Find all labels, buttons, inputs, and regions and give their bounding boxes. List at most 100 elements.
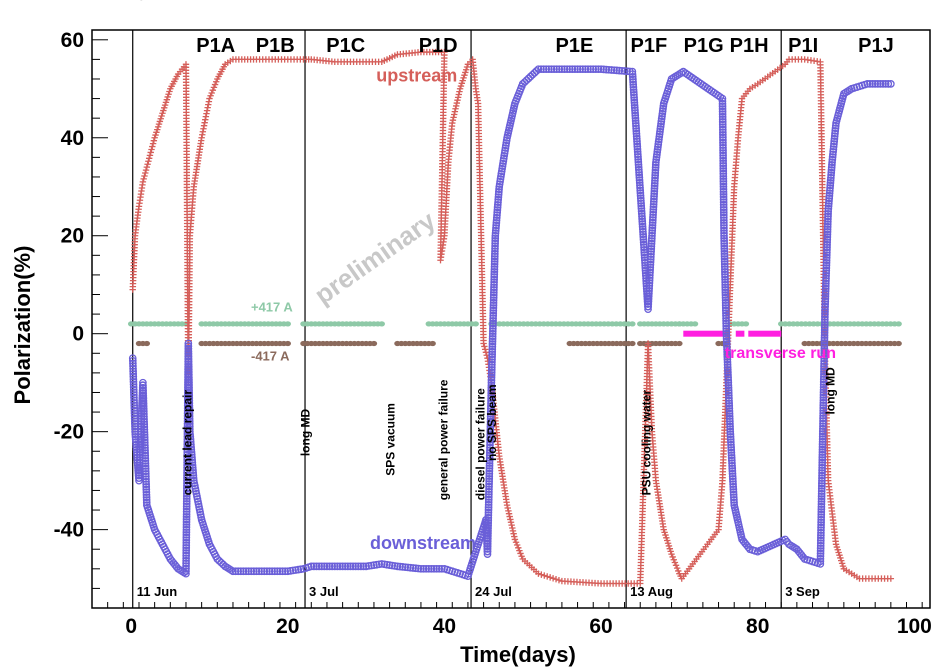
downstream-point — [720, 262, 729, 271]
upstream-point — [454, 94, 462, 101]
downstream-point — [720, 249, 729, 258]
downstream-point — [819, 406, 828, 415]
downstream-point — [484, 493, 493, 501]
upstream-point — [552, 576, 560, 583]
period-label: P1D — [419, 35, 458, 57]
downstream-point — [494, 198, 502, 207]
downstream-point — [830, 132, 839, 140]
downstream-point — [182, 546, 191, 555]
downstream-point — [437, 564, 446, 573]
downstream-point — [182, 500, 191, 508]
upstream-point — [208, 89, 215, 97]
upstream-point — [206, 95, 213, 102]
downstream-point — [182, 564, 190, 573]
downstream-point — [637, 202, 646, 210]
downstream-point — [485, 485, 493, 494]
downstream-point — [721, 280, 730, 289]
downstream-point — [718, 94, 727, 103]
downstream-point — [821, 287, 830, 296]
downstream-point — [821, 282, 830, 290]
downstream-point — [320, 562, 329, 571]
downstream-point — [182, 510, 191, 519]
downstream-point — [487, 386, 496, 395]
downstream-point — [718, 125, 727, 134]
downstream-point — [724, 373, 732, 382]
downstream-point — [646, 258, 655, 266]
downstream-point — [139, 404, 148, 413]
downstream-point — [719, 159, 728, 168]
period-label: P1F — [630, 35, 667, 57]
downstream-point — [419, 564, 428, 573]
downstream-point — [720, 231, 728, 240]
downstream-point — [491, 229, 500, 238]
downstream-point — [719, 169, 728, 178]
downstream-point — [819, 380, 828, 389]
downstream-point — [229, 567, 237, 576]
downstream-point — [881, 80, 890, 88]
downstream-point — [494, 190, 503, 199]
downstream-point — [485, 474, 494, 483]
downstream-point — [879, 80, 887, 88]
upstream-point — [146, 152, 154, 159]
downstream-point — [488, 332, 497, 341]
downstream-point — [823, 220, 832, 228]
downstream-point — [723, 363, 732, 372]
downstream-point — [637, 207, 646, 215]
downstream-point — [721, 306, 730, 315]
downstream-point — [824, 212, 832, 221]
downstream-point — [142, 490, 151, 499]
event-annotation: climatization — [133, 0, 147, 1]
downstream-point — [140, 430, 149, 439]
plus417-point — [472, 321, 479, 327]
downstream-point — [487, 365, 496, 374]
downstream-point — [720, 226, 728, 235]
downstream-point — [489, 296, 498, 305]
downstream-point — [273, 567, 282, 576]
downstream-point — [491, 249, 499, 258]
downstream-point — [718, 99, 727, 108]
downstream-point — [427, 564, 436, 573]
downstream-point — [628, 72, 637, 81]
downstream-point — [257, 567, 266, 576]
downstream-point — [644, 300, 653, 308]
downstream-point — [630, 98, 639, 107]
downstream-point — [630, 91, 638, 99]
downstream-point — [486, 412, 495, 421]
downstream-point — [139, 389, 148, 397]
y-tick-label: 20 — [61, 225, 84, 248]
downstream-point — [721, 283, 730, 292]
downstream-point — [644, 302, 653, 311]
downstream-point — [484, 529, 492, 538]
downstream-point — [640, 245, 648, 254]
downstream-point — [632, 134, 641, 143]
downstream-point — [723, 358, 732, 366]
downstream-point — [817, 502, 826, 511]
downstream-point — [648, 226, 657, 235]
downstream-point — [185, 386, 194, 395]
downstream-point — [820, 346, 829, 355]
downstream-point — [722, 332, 731, 341]
downstream-point — [822, 269, 831, 277]
downstream-point — [826, 176, 835, 185]
downstream-point — [185, 412, 194, 420]
downstream-point — [820, 370, 828, 379]
downstream-point — [816, 552, 825, 560]
upstream-point — [207, 92, 214, 99]
downstream-point — [722, 329, 731, 338]
downstream-point — [406, 563, 415, 572]
downstream-point — [824, 199, 833, 208]
downstream-point — [719, 187, 728, 196]
downstream-point — [142, 483, 151, 491]
downstream-point — [647, 244, 656, 253]
downstream-point — [129, 370, 138, 378]
downstream-point — [488, 342, 497, 351]
downstream-point — [644, 292, 653, 300]
downstream-point — [129, 380, 138, 389]
downstream-point — [636, 186, 645, 195]
downstream-point — [186, 432, 195, 441]
downstream-point — [816, 544, 825, 553]
plus417-point — [284, 321, 291, 327]
downstream-point — [552, 65, 561, 74]
downstream-point — [637, 204, 646, 213]
downstream-point — [333, 562, 342, 571]
